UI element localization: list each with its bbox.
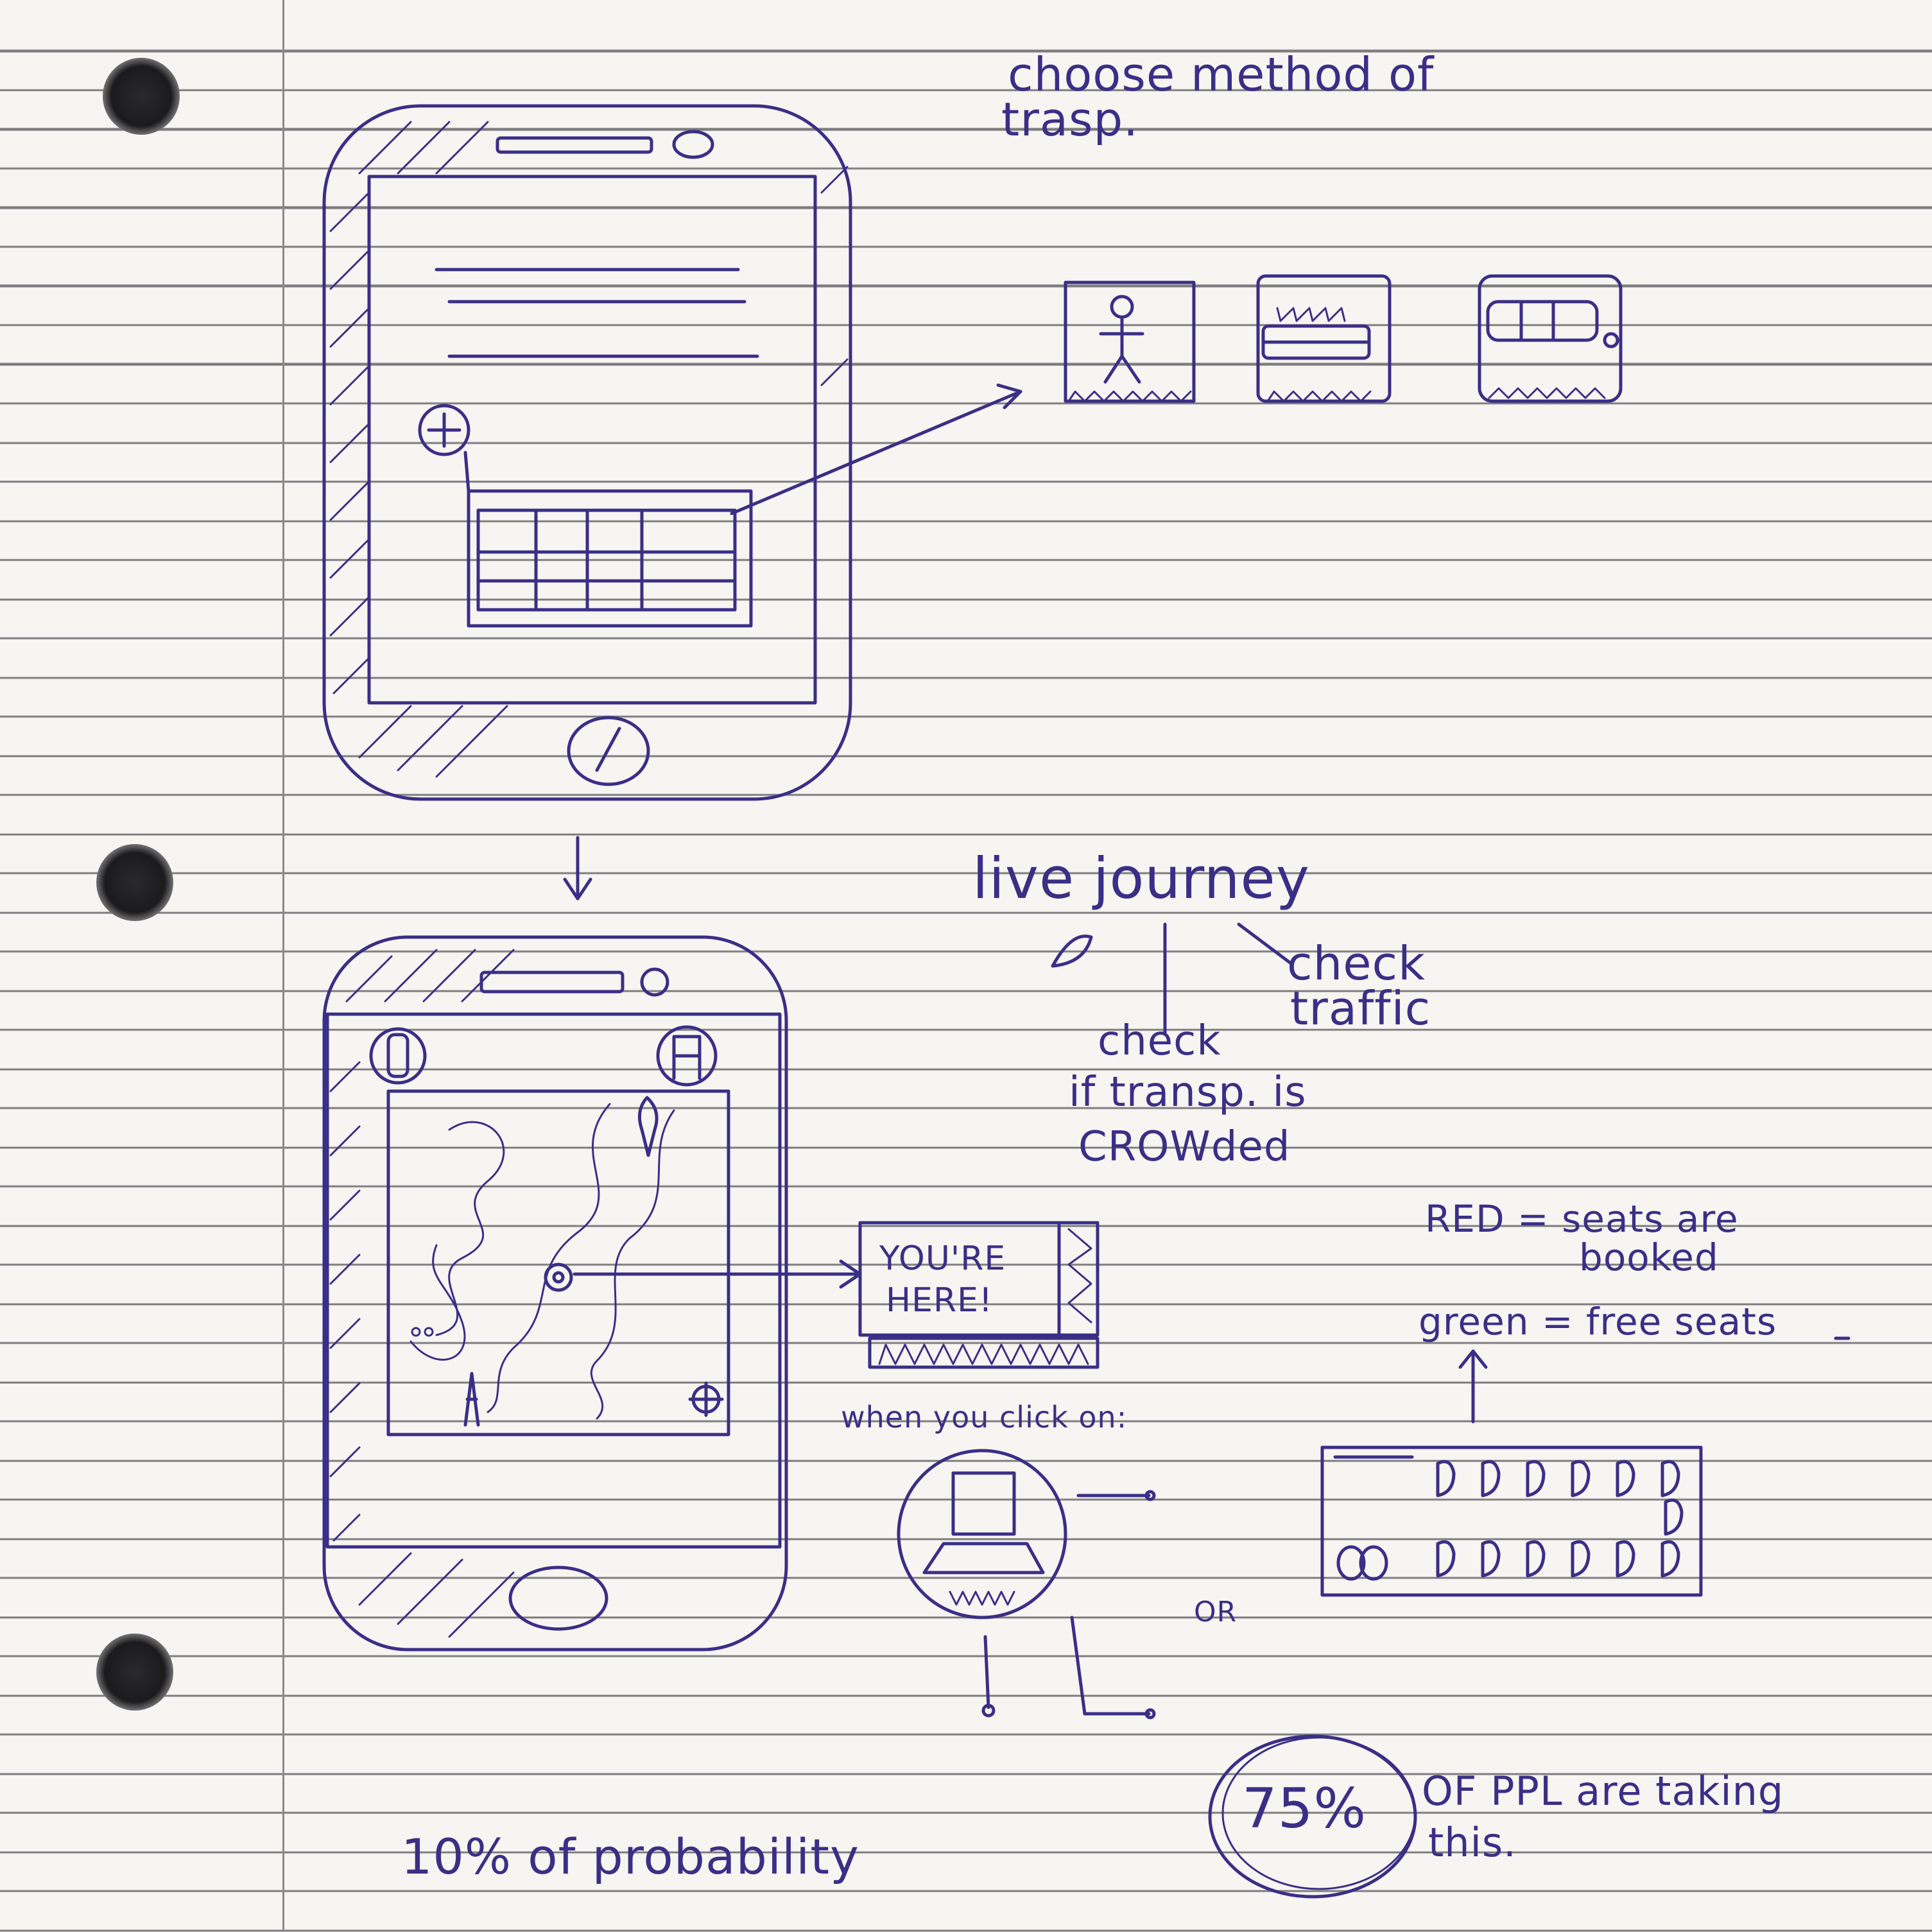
punch-hole: [103, 58, 180, 135]
phone-mockup-map: [324, 937, 786, 1650]
phone-screen: [327, 1014, 780, 1547]
note-live-journey: live journey: [972, 845, 1310, 911]
map-route: [436, 1122, 504, 1335]
arrow-to-options: [732, 392, 1021, 513]
walker-marker-icon: [465, 1374, 478, 1425]
bus-icon[interactable]: [1479, 276, 1621, 401]
phone-camera: [642, 969, 668, 995]
legend-booked: booked: [1579, 1236, 1719, 1279]
plus-icon[interactable]: [420, 406, 469, 454]
popup-here: HERE!: [886, 1281, 993, 1320]
transport-grid-popup[interactable]: [478, 510, 735, 610]
map-route: [488, 1104, 610, 1412]
note-choose-method: choose method of: [1008, 47, 1435, 101]
note-check-crowded-3: CROWded: [1078, 1123, 1291, 1171]
phone-screen: [369, 177, 815, 703]
map-area[interactable]: [388, 1091, 729, 1435]
punch-hole: [96, 1634, 173, 1711]
legend-red: RED = seats are: [1425, 1197, 1739, 1241]
phone-hatching: [331, 950, 513, 1637]
phone-speaker: [481, 972, 623, 992]
map-route: [591, 1110, 674, 1419]
note-when-you-click: when you click on:: [841, 1400, 1128, 1435]
phone-body: [324, 937, 786, 1650]
phone-home-button[interactable]: [569, 718, 648, 784]
phone-hatching: [331, 122, 847, 777]
note-or: OR: [1194, 1596, 1238, 1628]
percent-value: 75%: [1242, 1777, 1367, 1841]
margin-line: [282, 0, 284, 1932]
note-this: this.: [1428, 1819, 1517, 1866]
seat-icon[interactable]: [658, 1027, 716, 1085]
map-route: [411, 1245, 465, 1359]
phone-home-button[interactable]: [510, 1567, 607, 1629]
map-pin-icon[interactable]: [639, 1098, 657, 1155]
phone-mockup-transport: [324, 106, 850, 799]
note-check-crowded-2: if transp. is: [1069, 1069, 1307, 1116]
connector-line: [1072, 1617, 1085, 1714]
traffic-light-icon[interactable]: [371, 1029, 425, 1083]
note-probability: 10% of probability: [401, 1828, 859, 1885]
note-choose-method-2: trasp.: [1001, 92, 1139, 146]
punch-hole: [96, 844, 173, 921]
seat-detail-icon[interactable]: [899, 1451, 1065, 1617]
legend-green: green = free seats: [1419, 1300, 1777, 1343]
popup-youre: YOU'RE: [879, 1239, 1006, 1278]
phone-speaker: [497, 138, 651, 152]
note-check-traffic: check: [1287, 936, 1426, 990]
youre-here-popup: [860, 1223, 1098, 1367]
phone-camera: [674, 132, 712, 157]
pencil-icon: [1053, 936, 1091, 966]
train-icon[interactable]: [1258, 276, 1390, 401]
note-check-traffic-2: traffic: [1290, 981, 1431, 1035]
walking-person-icon[interactable]: [1065, 282, 1194, 401]
phone-body: [324, 106, 850, 799]
branch-line: [1239, 924, 1290, 963]
seat-map[interactable]: [1322, 1447, 1701, 1595]
current-location-icon[interactable]: [546, 1264, 571, 1290]
note-check-crowded: check: [1098, 1017, 1221, 1065]
note-ppl: OF PPL are taking: [1422, 1768, 1784, 1815]
